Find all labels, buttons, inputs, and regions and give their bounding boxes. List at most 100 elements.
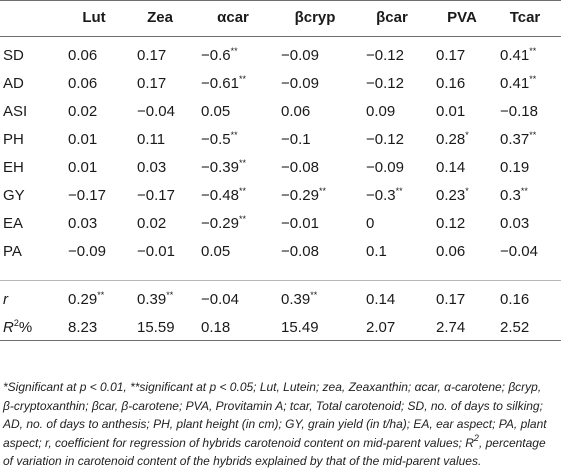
table-cell: 0.11 — [137, 131, 166, 148]
row-label: AD — [3, 75, 24, 92]
table-cell: −0.48** — [201, 186, 246, 205]
table-cell: 0.16 — [436, 75, 466, 92]
table-cell: 0.01 — [436, 103, 466, 120]
table-cell: −0.09 — [281, 47, 319, 64]
table-cell: 0.17 — [137, 75, 167, 92]
table-row: SD 0.06 0.17 −0.6** −0.09 −0.12 0.17 0.41** — [0, 42, 561, 69]
table-row: EH 0.01 0.03 −0.39** −0.08 −0.09 0.14 0.19 — [0, 154, 561, 181]
column-header: Zea — [147, 9, 173, 26]
table-cell: 15.49 — [281, 319, 319, 336]
table-cell: −0.09 — [366, 159, 404, 176]
table-row: AD 0.06 0.17 −0.61** −0.09 −0.12 0.16 0.41** — [0, 70, 561, 97]
table-cell: 8.23 — [68, 319, 98, 336]
table-cell: 0.17 — [137, 47, 167, 64]
table-cell: −0.29** — [201, 214, 246, 233]
table-cell: −0.04 — [500, 243, 538, 260]
table-cell: 0.09 — [366, 103, 396, 120]
table-cell: −0.09 — [68, 243, 106, 260]
row-label: GY — [3, 187, 25, 204]
table-cell: 0.41** — [500, 46, 537, 65]
table-row: GY −0.17 −0.17 −0.48** −0.29** −0.3** 0.23* 0.3… — [0, 182, 561, 209]
table-cell: 0.28* — [436, 130, 469, 149]
top-rule — [0, 0, 561, 1]
table-cell: 0.06 — [436, 243, 466, 260]
table-cell: −0.6** — [201, 46, 238, 65]
table-cell: −0.3** — [366, 186, 403, 205]
table-cell: −0.39** — [201, 158, 246, 177]
table-cell: 2.74 — [436, 319, 466, 336]
table-cell: −0.12 — [366, 131, 404, 148]
table-row: EA 0.03 0.02 −0.29** −0.01 0 0.12 0.03 — [0, 210, 561, 237]
table-cell: 0.14 — [366, 291, 396, 308]
table-cell: −0.1 — [281, 131, 311, 148]
row-label: R2% — [3, 318, 33, 337]
table-cell: 0.03 — [137, 159, 167, 176]
column-header: βcryp — [294, 9, 336, 26]
table-cell: 0.14 — [436, 159, 466, 176]
table-cell: 0.02 — [68, 103, 98, 120]
table-cell: 0.41** — [500, 74, 537, 93]
table-row: R2% 8.23 15.59 0.18 15.49 2.07 2.74 2.52 — [0, 314, 561, 341]
table-cell: 0.06 — [68, 75, 98, 92]
table-cell: 0.17 — [436, 291, 466, 308]
table-cell: 0.05 — [201, 103, 231, 120]
row-label: ASI — [3, 103, 28, 120]
summary-rule — [0, 280, 561, 281]
table-cell: −0.29** — [281, 186, 326, 205]
table-cell: −0.18 — [500, 103, 538, 120]
table-cell: −0.17 — [68, 187, 106, 204]
table-cell: 0.19 — [500, 159, 530, 176]
table-cell: −0.08 — [281, 159, 319, 176]
table-cell: 0.16 — [500, 291, 530, 308]
table-cell: 0.23* — [436, 186, 469, 205]
table-cell: 0 — [366, 215, 375, 232]
table-cell: −0.12 — [366, 47, 404, 64]
table-cell: −0.12 — [366, 75, 404, 92]
table-cell: 2.07 — [366, 319, 396, 336]
table-cell: 0.17 — [436, 47, 466, 64]
table-cell: −0.04 — [201, 291, 239, 308]
bottom-rule — [0, 340, 561, 341]
table-cell: 0.06 — [68, 47, 98, 64]
table-cell: −0.5** — [201, 130, 238, 149]
row-label: SD — [3, 47, 24, 64]
row-label: EH — [3, 159, 24, 176]
table-cell: 0.1 — [366, 243, 387, 260]
table-cell: 0.12 — [436, 215, 466, 232]
table-cell: 0.06 — [281, 103, 311, 120]
table-cell: 15.59 — [137, 319, 175, 336]
header-rule — [0, 36, 561, 37]
column-header: Tcar — [509, 9, 541, 26]
table-cell: 0.01 — [68, 131, 98, 148]
table-cell: 0.37** — [500, 130, 537, 149]
table-cell: −0.04 — [137, 103, 175, 120]
table-row: r 0.29** 0.39** −0.04 0.39** 0.14 0.17 0.16 — [0, 286, 561, 313]
table-cell: −0.17 — [137, 187, 175, 204]
table-cell: 0.01 — [68, 159, 98, 176]
row-label: PH — [3, 131, 24, 148]
row-label: PA — [3, 243, 22, 260]
row-label: r — [3, 291, 8, 308]
table-cell: 0.39** — [137, 290, 174, 309]
table-cell: −0.61** — [201, 74, 246, 93]
column-header: Lut — [82, 9, 106, 26]
table-cell: 2.52 — [500, 319, 530, 336]
table-cell: 0.3** — [500, 186, 528, 205]
table-cell: 0.03 — [500, 215, 530, 232]
table-cell: 0.03 — [68, 215, 98, 232]
table-row: PH 0.01 0.11 −0.5** −0.1 −0.12 0.28* 0.37** — [0, 126, 561, 153]
table-cell: 0.18 — [201, 319, 231, 336]
table-row: PA −0.09 −0.01 0.05 −0.08 0.1 0.06 −0.04 — [0, 238, 561, 265]
column-header: αcar — [217, 9, 249, 26]
table-footnote: *Significant at p < 0.01, **significant … — [3, 380, 547, 468]
table-cell: 0.39** — [281, 290, 318, 309]
table-row: ASI 0.02 −0.04 0.05 0.06 0.09 0.01 −0.18 — [0, 98, 561, 125]
table-cell: 0.02 — [137, 215, 167, 232]
table-cell: −0.09 — [281, 75, 319, 92]
table-cell: 0.29** — [68, 290, 105, 309]
table-cell: −0.08 — [281, 243, 319, 260]
row-label: EA — [3, 215, 24, 232]
column-header: PVA — [447, 9, 477, 26]
table-cell: −0.01 — [137, 243, 175, 260]
table-cell: 0.05 — [201, 243, 231, 260]
